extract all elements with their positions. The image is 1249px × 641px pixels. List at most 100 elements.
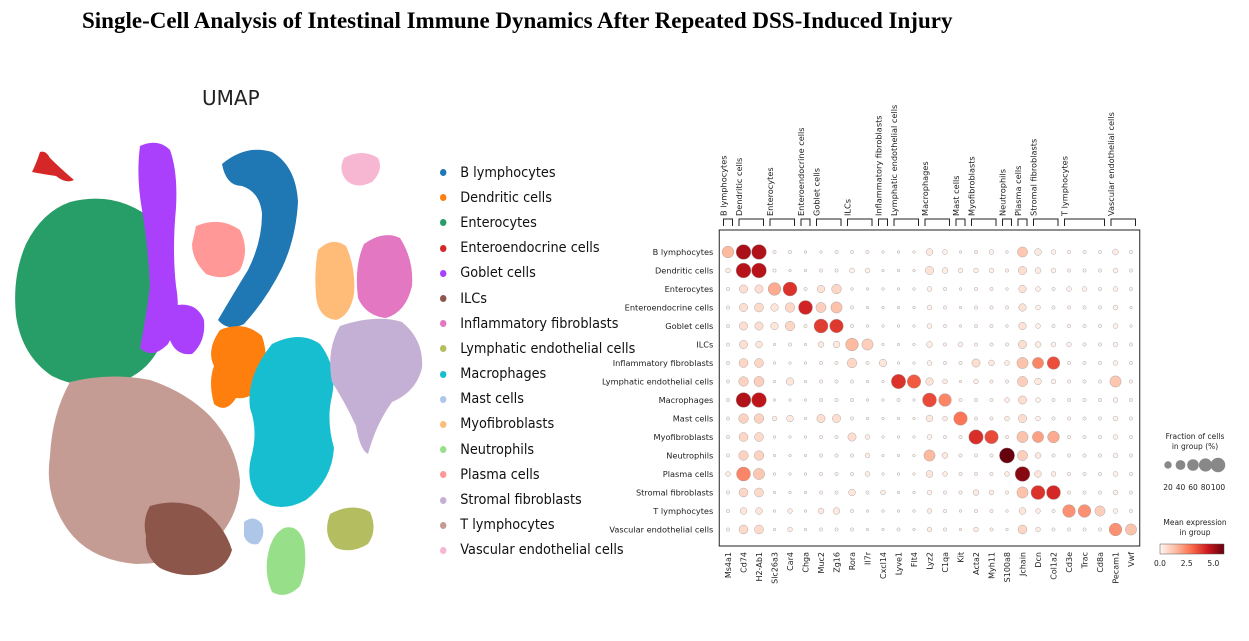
dot: [942, 471, 948, 477]
dot: [1004, 415, 1010, 422]
row-label: Mast cells: [673, 414, 714, 424]
dot: [1051, 453, 1056, 458]
dot: [1051, 527, 1056, 532]
cluster-goblet-cells: [138, 142, 178, 354]
dot: [1098, 379, 1102, 384]
dot: [1034, 341, 1042, 348]
legend-item: Neutrophils: [440, 437, 635, 462]
dot: [772, 435, 777, 439]
dot: [1050, 341, 1057, 348]
group-bracket: [924, 218, 950, 226]
gene-label: Col1a2: [1050, 552, 1059, 580]
dot: [989, 305, 994, 310]
dot: [896, 324, 901, 328]
cluster-b-lymphocytes: [218, 149, 298, 328]
dot: [974, 250, 978, 254]
dot: [1004, 471, 1010, 477]
dot: [813, 318, 829, 334]
size-legend-dot: [1164, 461, 1172, 469]
dot: [958, 250, 963, 254]
dot: [1067, 472, 1071, 476]
dot: [942, 378, 948, 385]
dot: [1129, 416, 1133, 421]
dot: [972, 489, 980, 496]
group-bracket: [769, 218, 795, 226]
dot: [850, 379, 854, 384]
dot: [850, 324, 854, 328]
dot: [1129, 324, 1133, 328]
dot: [815, 302, 827, 313]
group-bracket: [1033, 218, 1059, 226]
row-label: Plasma cells: [663, 469, 713, 479]
cluster-neutrophils: [266, 527, 306, 595]
dot: [971, 358, 981, 368]
cluster-mast-cells: [244, 518, 264, 545]
dot: [1035, 304, 1041, 311]
dot: [834, 527, 839, 532]
cluster-goblet-cells-lower: [170, 304, 205, 355]
dot: [880, 489, 886, 496]
dot: [943, 342, 947, 347]
dot: [865, 379, 870, 384]
dot: [1082, 305, 1087, 310]
dot: [803, 453, 808, 458]
dot: [881, 472, 885, 476]
dot: [926, 508, 933, 514]
dot: [879, 359, 888, 368]
dot: [925, 414, 934, 423]
dot: [1051, 305, 1056, 310]
dot: [1129, 472, 1133, 476]
dot: [803, 379, 808, 384]
dot: [1112, 360, 1119, 366]
dot: [832, 340, 841, 349]
dot: [819, 379, 823, 384]
dot: [1129, 453, 1133, 458]
dot: [848, 488, 856, 497]
dot: [772, 250, 777, 254]
dot: [1046, 356, 1061, 370]
dot: [1004, 397, 1010, 403]
dot: [1005, 305, 1009, 310]
dot: [770, 303, 779, 312]
group-label: Enterocytes: [765, 167, 775, 216]
dot: [912, 324, 916, 328]
dot: [1018, 284, 1027, 293]
dot: [772, 379, 777, 384]
group-label: Neutrophils: [998, 169, 1008, 216]
legend-swatch: [440, 320, 447, 328]
dot: [1034, 452, 1042, 459]
dot: [819, 398, 823, 402]
dot: [834, 250, 839, 254]
dot: [1035, 397, 1041, 403]
dot: [958, 509, 963, 513]
dot: [923, 449, 936, 462]
dot: [1051, 287, 1056, 291]
dot: [1109, 375, 1122, 388]
cluster-enteroendocrine-cells: [32, 151, 74, 182]
dot: [896, 398, 901, 402]
dot: [1129, 250, 1133, 254]
group-bracket: [893, 218, 919, 226]
dot: [755, 507, 763, 515]
dot: [1098, 342, 1102, 347]
dot: [834, 490, 839, 495]
dot: [726, 453, 730, 458]
dot: [739, 321, 748, 331]
dot: [735, 262, 752, 279]
gene-label: Cd8a: [1096, 552, 1105, 573]
legend-item: Myofibroblasts: [440, 412, 635, 437]
cluster-enterocytes: [15, 198, 169, 386]
dot: [912, 361, 916, 365]
dot: [912, 416, 916, 421]
dot: [803, 490, 808, 495]
dot: [725, 471, 731, 477]
dot: [739, 284, 748, 294]
legend-item: Enterocytes: [440, 210, 635, 235]
row-label: Vascular endothelial cells: [609, 525, 713, 535]
legend-label: Enteroendocrine cells: [460, 240, 600, 257]
dot: [771, 415, 778, 422]
dot: [1016, 431, 1029, 443]
gene-label: Kit: [957, 552, 966, 563]
dot: [943, 305, 947, 310]
